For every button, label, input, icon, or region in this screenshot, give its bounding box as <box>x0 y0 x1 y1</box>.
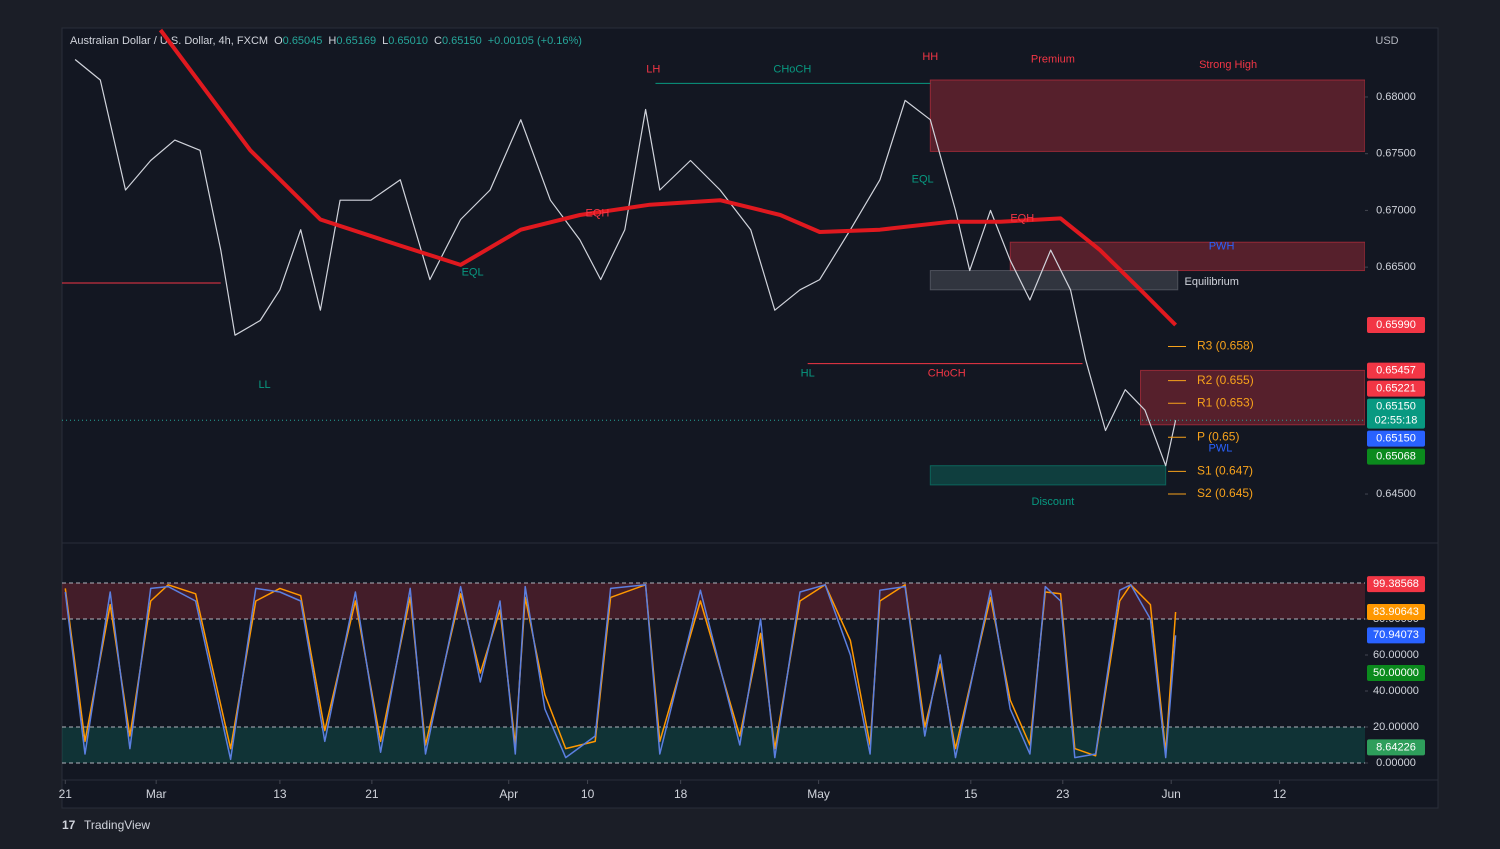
y-tick-label: 0.67500 <box>1376 148 1416 160</box>
zone <box>929 465 1167 486</box>
x-tick-label: Jun <box>1162 787 1181 801</box>
series-line <box>64 584 1177 761</box>
pivot-label: P (0.65) <box>1197 429 1239 443</box>
ohlc-value: 0.65150 <box>442 35 482 47</box>
price-badge <box>1367 576 1425 593</box>
annotation: EQL <box>462 267 484 279</box>
badge-label: 0.65068 <box>1376 450 1416 462</box>
badge-label: 8.64226 <box>1376 741 1416 753</box>
x-tick-label: May <box>807 787 830 801</box>
zone <box>1009 241 1365 272</box>
badge-label: 99.38568 <box>1373 578 1419 590</box>
annotation: LL <box>258 379 270 391</box>
ohlc-key: C <box>434 35 442 47</box>
pivot-label: R2 (0.655) <box>1197 373 1254 387</box>
price-badge <box>1367 430 1425 447</box>
ohlc-key: O <box>274 35 283 47</box>
series-line <box>74 59 1177 467</box>
badge-label: 50.00000 <box>1373 667 1419 679</box>
annotation: HL <box>801 368 815 380</box>
zone-band <box>62 726 1365 763</box>
countdown: 02:55:18 <box>1375 414 1418 426</box>
pivot-label: R1 (0.653) <box>1197 395 1254 409</box>
ohlc-value: 0.65045 <box>283 35 323 47</box>
annotation: PWH <box>1209 241 1235 253</box>
y-tick-label: 0.68000 <box>1376 91 1416 103</box>
price-badge <box>1367 448 1425 465</box>
tradingview-logo: 17 TradingView <box>62 818 150 832</box>
branding: TradingView <box>84 818 150 832</box>
annotation: EQL <box>912 174 934 186</box>
price-badge <box>1367 362 1425 379</box>
y-tick-label: 0.66500 <box>1376 261 1416 273</box>
zone <box>929 79 1365 152</box>
annotation: Strong High <box>1199 59 1257 71</box>
y-tick-label: 0.00000 <box>1376 757 1416 769</box>
ohlc-value: 0.65169 <box>336 35 376 47</box>
zone <box>929 270 1179 291</box>
y-tick-label: 60.00000 <box>1373 649 1419 661</box>
price-badge <box>1367 316 1425 333</box>
annotation: HH <box>922 51 938 63</box>
change: +0.00105 (+0.16%) <box>488 35 582 47</box>
x-tick-label: 13 <box>273 787 287 801</box>
chart-panel <box>61 27 1439 809</box>
price-badge <box>1367 603 1425 620</box>
price-badge <box>1367 665 1425 682</box>
pivot-label: S1 (0.647) <box>1197 464 1253 478</box>
x-tick-label: 18 <box>674 787 688 801</box>
ohlc-value: 0.65010 <box>388 35 428 47</box>
x-tick-label: 10 <box>581 787 595 801</box>
badge-label: 0.65990 <box>1376 319 1416 331</box>
x-tick-label: 23 <box>1056 787 1070 801</box>
oscillator-pane <box>62 582 1365 764</box>
pivot-label: R3 (0.658) <box>1197 339 1254 353</box>
y-tick-label: 20.00000 <box>1373 721 1419 733</box>
badge-label: 83.90643 <box>1373 606 1419 618</box>
badge-label: 0.65150 <box>1376 400 1416 412</box>
annotation: CHoCH <box>773 64 811 76</box>
badge-label: 0.65150 <box>1376 432 1416 444</box>
badge-label: 70.94073 <box>1373 629 1419 641</box>
ohlc-key: H <box>328 35 336 47</box>
price-badge <box>1367 398 1425 429</box>
badge-label: 0.65221 <box>1376 382 1416 394</box>
x-tick-label: Mar <box>146 787 167 801</box>
y-tick-label: 40.00000 <box>1373 685 1419 697</box>
currency: USD <box>1375 35 1398 47</box>
annotation: EQH <box>586 208 610 220</box>
axes: 0.64500 0.66500 0.67000 0.67500 0.68000 0.659… <box>59 91 1425 801</box>
x-tick-label: 12 <box>1273 787 1287 801</box>
price-badge <box>1367 739 1425 756</box>
annotation: EQH <box>1010 212 1034 224</box>
y-tick-label: 0.64500 <box>1376 488 1416 500</box>
price-badge <box>1367 627 1425 644</box>
zone <box>1140 369 1365 426</box>
badge-label: 0.65457 <box>1376 364 1416 376</box>
series-line <box>158 28 1178 327</box>
annotation: PWL <box>1209 443 1233 455</box>
logo-mark: 17 <box>62 818 76 832</box>
x-tick-label: 21 <box>59 787 73 801</box>
annotation: LH <box>646 64 660 76</box>
x-tick-label: Apr <box>499 787 518 801</box>
x-tick-label: 21 <box>365 787 379 801</box>
annotation: Premium <box>1031 53 1075 65</box>
price-pane: R3 (0.658) R2 (0.655) R1 (0.653) P (0.65) S1… <box>62 28 1365 508</box>
pivot-label: S2 (0.645) <box>1197 486 1253 500</box>
y-tick-label: 0.67000 <box>1376 204 1416 216</box>
annotation: Discount <box>1032 496 1075 508</box>
ohlc-key: L <box>382 35 388 47</box>
annotation: Equilibrium <box>1184 276 1238 288</box>
annotation: CHoCH <box>928 368 966 380</box>
price-badge <box>1367 380 1425 397</box>
x-tick-label: 15 <box>964 787 978 801</box>
